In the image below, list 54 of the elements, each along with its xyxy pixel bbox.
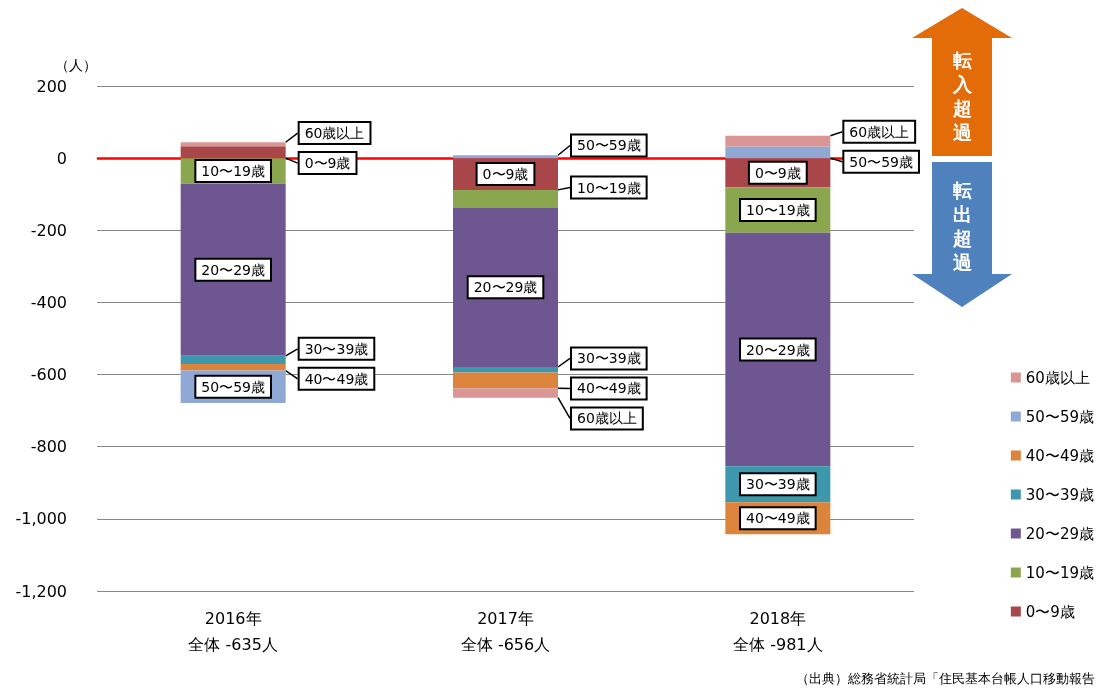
text: 60歳以上 xyxy=(849,123,910,140)
legend-label: 50〜59歳 xyxy=(1025,407,1095,426)
legend-label: 0〜9歳 xyxy=(1025,602,1075,621)
text: 30〜39歳 xyxy=(746,476,810,493)
text: 0〜9歳 xyxy=(482,166,529,183)
y-tick-label: 0 xyxy=(56,148,67,168)
text: 10〜19歳 xyxy=(201,162,265,179)
text: 10〜19歳 xyxy=(577,179,641,196)
y-tick-label: -1,200 xyxy=(15,581,67,601)
text: 0〜9歳 xyxy=(304,155,351,172)
bar xyxy=(453,388,558,398)
text: 20〜29歳 xyxy=(746,341,810,358)
text: 40〜49歳 xyxy=(746,510,810,527)
text: 30〜39歳 xyxy=(304,340,369,357)
y-tick-label: -800 xyxy=(30,437,67,457)
text: 50〜59歳 xyxy=(201,378,265,395)
text: 20〜29歳 xyxy=(473,279,538,296)
text: 40〜49歳 xyxy=(577,380,641,397)
y-tick-label: 200 xyxy=(36,76,67,96)
text: 60歳以上 xyxy=(304,125,365,142)
text: 10〜19歳 xyxy=(746,202,810,219)
y-tick-label: -1,000 xyxy=(15,509,67,529)
legend-label: 60歳以上 xyxy=(1025,368,1090,387)
legend-label: 30〜39歳 xyxy=(1025,485,1095,504)
y-tick-label: -200 xyxy=(30,220,67,240)
bar xyxy=(725,135,831,147)
text: 転出超過 xyxy=(951,178,973,274)
y-axis-title: （人） xyxy=(55,57,97,73)
y-tick-label: -600 xyxy=(30,365,67,385)
x-tick-label: 2017年全体 -656人 xyxy=(460,608,551,654)
text: （出典）総務省統計局「住民基本台帳人口移動報告 xyxy=(796,670,1095,688)
text: 40〜49歳 xyxy=(304,370,369,387)
text: 50〜59歳 xyxy=(577,137,641,154)
bar xyxy=(180,142,286,147)
legend-label: 20〜29歳 xyxy=(1025,524,1095,543)
bar xyxy=(453,207,558,367)
bar xyxy=(180,355,286,365)
text: 0〜9歳 xyxy=(754,164,801,181)
bar xyxy=(453,155,558,159)
legend-label: 40〜49歳 xyxy=(1025,446,1095,465)
text: 60歳以上 xyxy=(577,410,637,427)
bar xyxy=(453,367,558,373)
x-tick-label: 2018年全体 -981人 xyxy=(733,608,823,654)
bar xyxy=(725,232,831,467)
bar xyxy=(180,364,286,371)
x-tick-label: 2016年全体 -635人 xyxy=(188,608,278,654)
y-tick-label: -400 xyxy=(30,292,67,312)
text: 転入超過 xyxy=(951,48,973,144)
text: 50〜59歳 xyxy=(849,153,913,170)
text: 20〜29歳 xyxy=(201,261,265,278)
legend-label: 10〜19歳 xyxy=(1025,563,1095,582)
bar xyxy=(453,372,558,389)
text: 30〜39歳 xyxy=(577,350,641,367)
bar xyxy=(453,189,558,208)
